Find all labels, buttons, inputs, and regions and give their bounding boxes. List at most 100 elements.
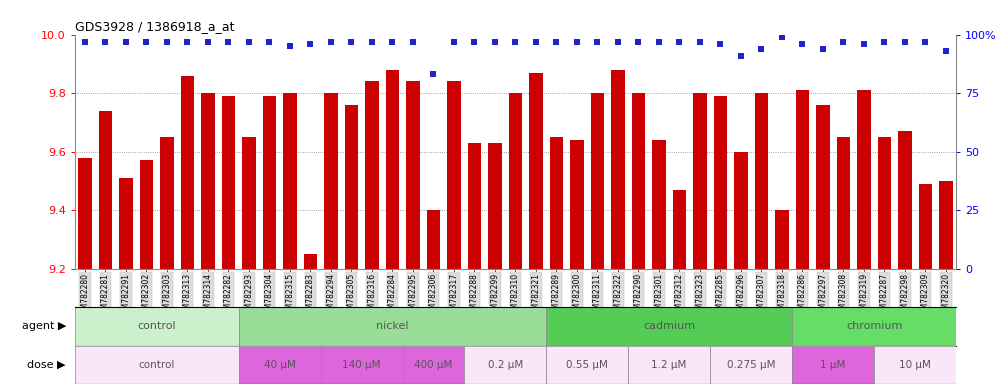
Bar bbox=[181, 76, 194, 269]
Bar bbox=[529, 73, 543, 269]
Point bbox=[282, 43, 298, 49]
Point bbox=[384, 38, 400, 45]
Point bbox=[897, 38, 913, 45]
Point bbox=[651, 38, 667, 45]
Point bbox=[590, 38, 606, 45]
Text: 40 μM: 40 μM bbox=[264, 360, 296, 370]
Bar bbox=[239, 346, 321, 384]
Point bbox=[220, 38, 236, 45]
Point bbox=[774, 34, 790, 40]
Point bbox=[549, 38, 565, 45]
Bar bbox=[426, 210, 440, 269]
Bar bbox=[652, 140, 665, 269]
Bar bbox=[509, 93, 522, 269]
Point bbox=[569, 38, 585, 45]
Bar bbox=[79, 157, 92, 269]
Point bbox=[77, 38, 93, 45]
Text: 0.55 μM: 0.55 μM bbox=[567, 360, 609, 370]
Point bbox=[466, 38, 482, 45]
Bar bbox=[631, 93, 645, 269]
Text: dose ▶: dose ▶ bbox=[27, 360, 66, 370]
Bar bbox=[837, 137, 850, 269]
Bar bbox=[714, 96, 727, 269]
Bar bbox=[898, 131, 911, 269]
Bar bbox=[75, 346, 239, 384]
Bar bbox=[385, 70, 399, 269]
Bar bbox=[796, 90, 809, 269]
Point bbox=[98, 38, 114, 45]
Bar bbox=[628, 346, 710, 384]
Bar bbox=[406, 81, 419, 269]
Point bbox=[405, 38, 421, 45]
Point bbox=[630, 38, 646, 45]
Point bbox=[446, 38, 462, 45]
Text: 140 μM: 140 μM bbox=[343, 360, 380, 370]
Bar bbox=[222, 96, 235, 269]
Point bbox=[815, 46, 831, 52]
Bar bbox=[612, 70, 624, 269]
Bar bbox=[468, 143, 481, 269]
Point bbox=[323, 38, 339, 45]
Bar bbox=[325, 93, 338, 269]
Point bbox=[836, 38, 852, 45]
Point bbox=[344, 38, 360, 45]
Bar bbox=[792, 346, 874, 384]
Bar bbox=[550, 137, 563, 269]
Text: 1.2 μM: 1.2 μM bbox=[651, 360, 687, 370]
Bar bbox=[99, 111, 113, 269]
Bar bbox=[939, 181, 952, 269]
Bar bbox=[201, 93, 214, 269]
Bar bbox=[734, 152, 748, 269]
Point bbox=[712, 41, 728, 47]
Bar bbox=[918, 184, 932, 269]
Bar bbox=[858, 90, 871, 269]
Bar bbox=[571, 140, 584, 269]
Bar bbox=[75, 307, 239, 346]
Bar bbox=[755, 93, 768, 269]
Point bbox=[425, 71, 441, 78]
Bar bbox=[139, 161, 153, 269]
Bar bbox=[447, 81, 460, 269]
Point bbox=[610, 38, 625, 45]
Bar bbox=[775, 210, 789, 269]
Point bbox=[200, 38, 216, 45]
Point bbox=[671, 38, 687, 45]
Point bbox=[262, 38, 278, 45]
Point bbox=[753, 46, 769, 52]
Text: 1 μM: 1 μM bbox=[821, 360, 846, 370]
Bar bbox=[792, 307, 956, 346]
Point bbox=[528, 38, 544, 45]
Bar bbox=[242, 137, 256, 269]
Point bbox=[118, 38, 133, 45]
Bar bbox=[546, 346, 628, 384]
Text: 400 μM: 400 μM bbox=[414, 360, 452, 370]
Bar bbox=[402, 346, 464, 384]
Text: 0.275 μM: 0.275 μM bbox=[727, 360, 776, 370]
Point bbox=[692, 38, 708, 45]
Point bbox=[487, 38, 503, 45]
Point bbox=[241, 38, 257, 45]
Text: nickel: nickel bbox=[376, 321, 408, 331]
Bar bbox=[874, 346, 956, 384]
Point bbox=[795, 41, 811, 47]
Point bbox=[159, 38, 175, 45]
Bar bbox=[488, 143, 502, 269]
Point bbox=[138, 38, 154, 45]
Bar bbox=[263, 96, 276, 269]
Point bbox=[303, 41, 319, 47]
Text: control: control bbox=[138, 360, 175, 370]
Bar bbox=[283, 93, 297, 269]
Point bbox=[938, 48, 954, 54]
Bar bbox=[366, 81, 378, 269]
Text: GDS3928 / 1386918_a_at: GDS3928 / 1386918_a_at bbox=[75, 20, 234, 33]
Bar bbox=[304, 254, 317, 269]
Point bbox=[179, 38, 195, 45]
Bar bbox=[239, 307, 546, 346]
Point bbox=[507, 38, 523, 45]
Text: chromium: chromium bbox=[846, 321, 902, 331]
Bar bbox=[464, 346, 546, 384]
Text: 0.2 μM: 0.2 μM bbox=[488, 360, 523, 370]
Point bbox=[917, 38, 933, 45]
Text: 10 μM: 10 μM bbox=[899, 360, 931, 370]
Bar bbox=[817, 105, 830, 269]
